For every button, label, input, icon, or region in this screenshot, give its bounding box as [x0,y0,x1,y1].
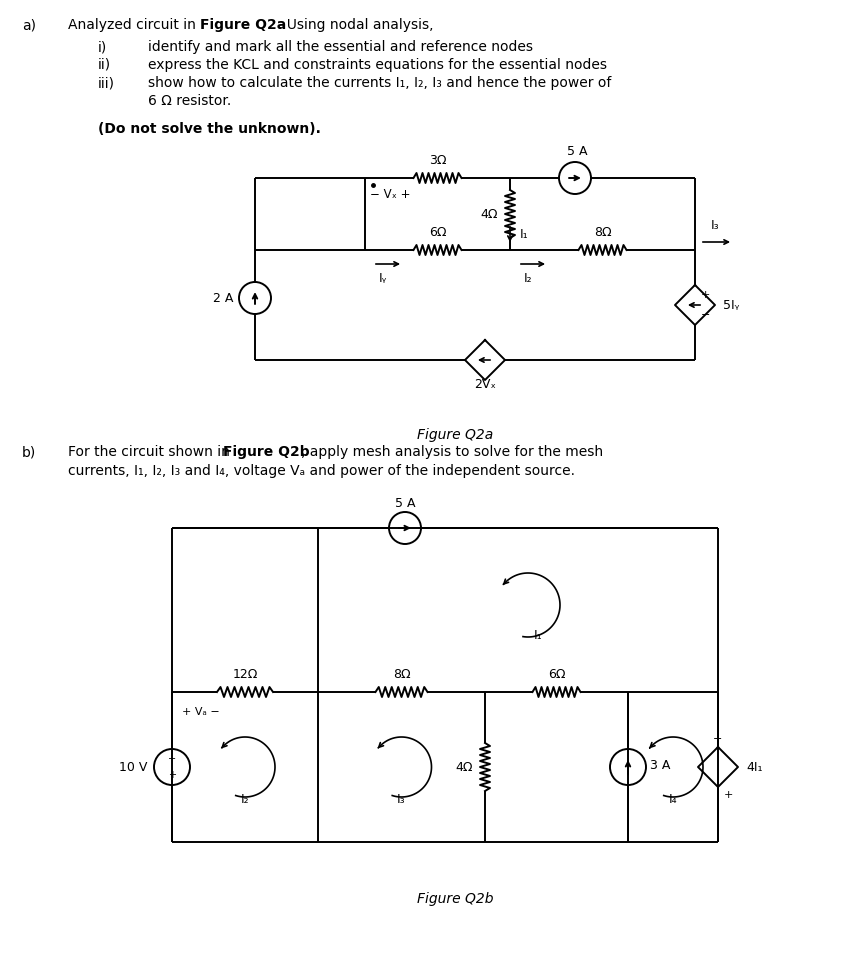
Text: i): i) [98,40,107,54]
Text: −: − [712,734,722,744]
Text: +: + [701,290,710,300]
Text: a): a) [22,18,36,32]
Text: +: + [168,770,176,780]
Text: 5Iᵧ: 5Iᵧ [722,299,738,312]
Text: I₁: I₁ [519,228,528,241]
Text: 4Ω: 4Ω [480,208,497,220]
Text: 5 A: 5 A [566,145,587,158]
Text: 12Ω: 12Ω [232,668,257,681]
Text: 3Ω: 3Ω [428,154,446,167]
Text: + Vₐ −: + Vₐ − [181,707,219,717]
Text: 6 Ω resistor.: 6 Ω resistor. [148,94,231,108]
Text: −: − [701,310,710,320]
Text: I₃: I₃ [710,219,718,232]
Text: Figure Q2a: Figure Q2a [416,428,493,442]
Text: 4Ω: 4Ω [455,760,473,773]
Text: I₂: I₂ [523,272,532,285]
Text: express the KCL and constraints equations for the essential nodes: express the KCL and constraints equation… [148,58,606,72]
Text: 6Ω: 6Ω [428,226,446,239]
Text: iii): iii) [98,76,115,90]
Text: Figure Q2b: Figure Q2b [416,892,493,906]
Text: For the circuit shown in: For the circuit shown in [68,445,234,459]
Text: . Using nodal analysis,: . Using nodal analysis, [278,18,433,32]
Text: Figure Q2a: Figure Q2a [200,18,286,32]
Text: I₄: I₄ [668,793,677,806]
Text: 6Ω: 6Ω [547,668,565,681]
Text: ii): ii) [98,58,111,72]
Text: 8Ω: 8Ω [593,226,610,239]
Text: currents, I₁, I₂, I₃ and I₄, voltage Vₐ and power of the independent source.: currents, I₁, I₂, I₃ and I₄, voltage Vₐ … [68,464,574,478]
Text: (Do not solve the unknown).: (Do not solve the unknown). [98,122,321,136]
Text: I₃: I₃ [397,793,405,806]
Text: Analyzed circuit in: Analyzed circuit in [68,18,200,32]
Text: 5 A: 5 A [394,497,414,510]
Text: show how to calculate the currents I₁, I₂, I₃ and hence the power of: show how to calculate the currents I₁, I… [148,76,611,90]
Text: 2 A: 2 A [213,291,233,305]
Text: 3 A: 3 A [649,759,669,771]
Text: Iᵧ: Iᵧ [378,272,387,285]
Text: 10 V: 10 V [118,760,147,773]
Text: −: − [168,754,176,763]
Text: , apply mesh analysis to solve for the mesh: , apply mesh analysis to solve for the m… [300,445,603,459]
Text: I₂: I₂ [241,793,249,806]
Text: 8Ω: 8Ω [392,668,410,681]
Text: Figure Q2b: Figure Q2b [223,445,309,459]
Text: +: + [723,790,733,800]
Text: 4I₁: 4I₁ [745,760,761,773]
Text: − Vₓ +: − Vₓ + [370,188,410,201]
Text: 2Vₓ: 2Vₓ [473,378,495,391]
Text: I₁: I₁ [533,628,542,642]
Text: b): b) [22,445,36,459]
Text: identify and mark all the essential and reference nodes: identify and mark all the essential and … [148,40,533,54]
